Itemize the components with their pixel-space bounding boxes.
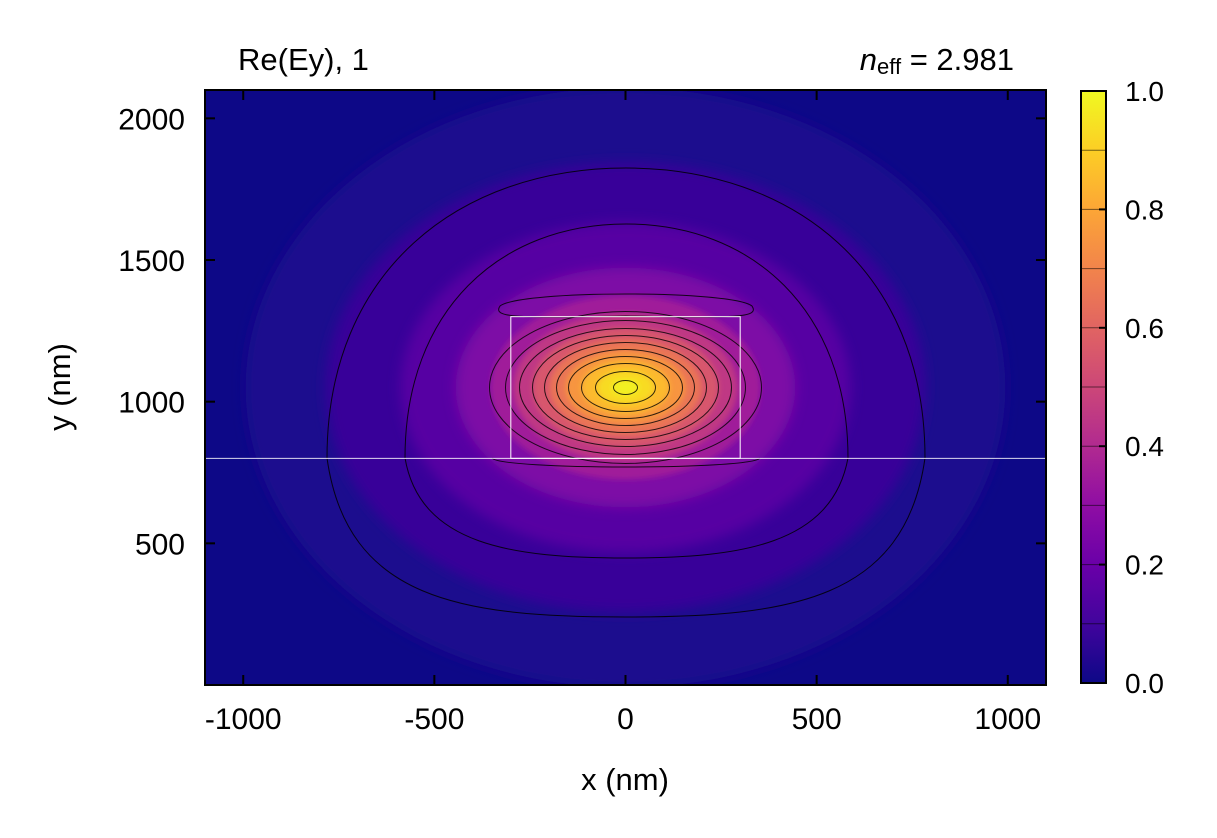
colorbar-tick-label: 0.0	[1125, 668, 1164, 699]
colorbar-tick-label: 1.0	[1125, 76, 1164, 107]
chart-title-left: Re(Ey), 1	[238, 42, 369, 77]
contour-inner-5	[556, 349, 695, 426]
contour-outer-0	[326, 167, 926, 618]
y-tick-label: 2000	[118, 103, 185, 136]
x-tick-label: -500	[404, 703, 464, 736]
colorbar-tick-label: 0.2	[1125, 550, 1164, 581]
y-axis-label: y (nm)	[42, 343, 77, 431]
colorbar-tick-label: 0.8	[1125, 194, 1164, 225]
x-axis-ticks: -1000 -500 0 500 1000	[205, 90, 1041, 736]
x-tick-label: 0	[617, 703, 634, 736]
colorbar-tick-label: 0.6	[1125, 313, 1164, 344]
neff-value: 2.981	[936, 42, 1014, 77]
colorbar-ticks: 0.0 0.2 0.4 0.6 0.8 1.0	[1099, 76, 1164, 699]
contour-outer-1	[404, 223, 849, 559]
contour-inner-6	[568, 356, 683, 419]
y-tick-label: 1500	[118, 245, 185, 278]
x-axis-label: x (nm)	[581, 762, 669, 797]
contour-inner-1	[505, 320, 746, 455]
y-tick-label: 1000	[118, 387, 185, 420]
contour-inner-7	[581, 363, 670, 412]
heat-level-11	[611, 379, 640, 396]
contour-inner-3	[532, 335, 719, 440]
contour-inner-4	[544, 342, 707, 433]
neff-subscript: eff	[877, 54, 902, 79]
y-tick-label: 500	[135, 528, 185, 561]
contour-bottom-lobe	[491, 457, 761, 468]
neff-symbol: n	[860, 42, 877, 77]
plot-area	[205, 90, 1046, 685]
colorbar-tick-label: 0.4	[1125, 431, 1164, 462]
neff-equals: =	[901, 42, 936, 77]
contour-inner-8	[595, 371, 656, 404]
waveguide-structures	[205, 316, 1046, 459]
y-axis-ticks: 500 1000 1500 2000	[118, 103, 1046, 561]
x-tick-label: -1000	[205, 703, 282, 736]
chart-title-right: neff = 2.981	[860, 42, 1014, 79]
contour-lines	[326, 167, 926, 618]
x-tick-label: 500	[792, 703, 842, 736]
contour-inner-9	[613, 380, 638, 395]
contour-inner-0	[489, 311, 762, 464]
contour-inner-2	[519, 328, 732, 447]
colorbar: 0.0 0.2 0.4 0.6 0.8 1.0	[1080, 76, 1164, 699]
colorbar-frame	[1080, 90, 1107, 684]
x-tick-label: 1000	[974, 703, 1041, 736]
heatmap-field	[245, 90, 1006, 685]
